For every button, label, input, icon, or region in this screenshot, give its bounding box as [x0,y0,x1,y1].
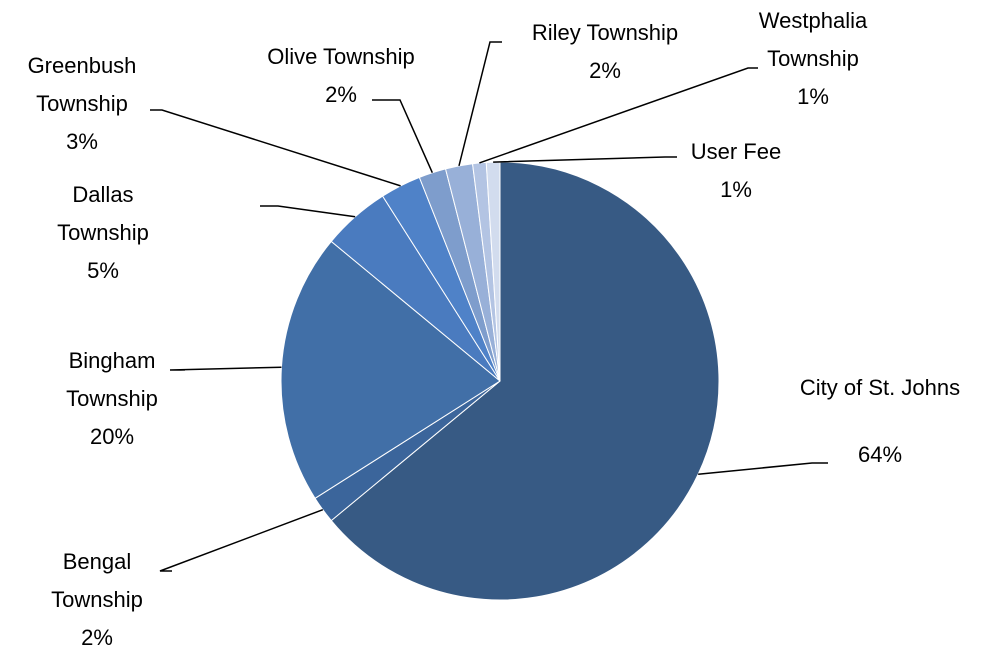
value-label: 64% [857,442,903,467]
slice-label: Bengal Township 2% [22,543,172,652]
slice-label: Dallas Township 5% [28,176,178,290]
slice-label: Bingham Township 20% [37,342,187,456]
leader-line [698,462,828,475]
category-label: Riley Township [531,20,679,45]
slice-label: Westphalia Township 1% [738,2,888,116]
value-label: 1% [797,84,829,109]
leader-line [260,205,356,218]
category-label: Westphalia Township [758,8,868,71]
category-label: Bengal Township [51,549,143,612]
value-label: 20% [89,424,135,449]
value-label: 2% [589,58,621,83]
value-label: 1% [720,177,752,202]
value-label: 2% [325,82,357,107]
category-label: Bingham Township [66,348,158,411]
leader-line [479,67,758,164]
leader-line [159,509,324,572]
leader-line [458,41,502,167]
slice-label: City of St. Johns 64% [770,369,990,474]
category-label: Dallas Township [57,182,149,245]
category-label: Olive Township [267,44,415,69]
category-label: User Fee [690,139,782,164]
leader-line [169,366,282,371]
slice-label: Greenbush Township 3% [7,47,157,161]
value-label: 3% [66,129,98,154]
category-label: Greenbush Township [27,53,137,116]
leader-line [372,99,434,174]
category-label: City of St. Johns [799,375,961,400]
slice-label: User Fee 1% [661,133,811,209]
pie-slice [280,240,501,500]
value-label: 2% [81,625,113,650]
leader-line [150,109,401,187]
slice-label: Riley Township 2% [490,14,720,90]
leader-line [493,156,677,163]
value-label: 5% [87,258,119,283]
slice-label: Olive Township 2% [226,38,456,114]
